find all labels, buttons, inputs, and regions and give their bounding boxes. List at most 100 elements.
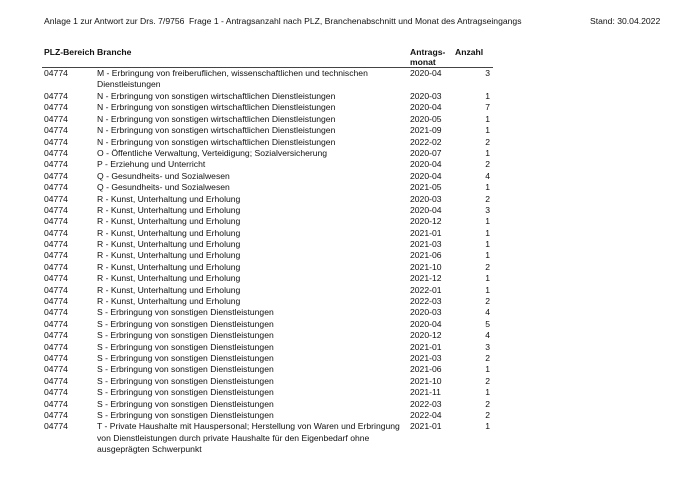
table-row: 04774 R - Kunst, Unterhaltung und Erholun…: [0, 285, 700, 296]
anzahl-cell: 1: [485, 182, 490, 193]
monat-cell: 2021-01: [410, 227, 442, 238]
plz-cell: 04774: [44, 159, 68, 170]
anzahl-cell: 1: [485, 125, 490, 136]
stand-date: Stand: 30.04.2022: [590, 16, 661, 26]
monat-cell: 2022-03: [410, 398, 442, 409]
plz-cell: 04774: [44, 170, 68, 181]
anzahl-cell: 1: [485, 91, 490, 101]
branche-cell: R - Kunst, Unterhaltung und Erholung: [97, 193, 241, 204]
table-row: 04774 S - Erbringung von sonstigen Dienst…: [0, 387, 700, 398]
branche-cell: R - Kunst, Unterhaltung und Erholung: [97, 239, 241, 250]
table-row: 04774 S - Erbringung von sonstigen Dienst…: [0, 342, 700, 353]
branche-cell: S - Erbringung von sonstigen Dienstleist…: [97, 341, 274, 352]
column-header-anzahl: Anzahl: [455, 47, 484, 57]
branche-cell: M - Erbringung von freiberuflichen, wiss…: [97, 68, 368, 90]
anzahl-cell: 2: [485, 398, 490, 409]
plz-cell: 04774: [44, 284, 68, 295]
plz-cell: 04774: [44, 227, 68, 238]
branche-cell: N - Erbringung von sonstigen wirtschaftl…: [97, 136, 336, 147]
column-header-branche: Branche: [97, 47, 132, 57]
column-header-antragsmonat-2: monat: [410, 57, 436, 67]
branche-cell: R - Kunst, Unterhaltung und Erholung: [97, 284, 241, 295]
monat-cell: 2020-03: [410, 91, 442, 101]
anzahl-cell: 1: [485, 273, 490, 284]
branche-cell: Q - Gesundheits- und Sozialwesen: [97, 182, 230, 193]
plz-cell: 04774: [44, 387, 68, 398]
monat-cell: 2021-06: [410, 250, 442, 261]
monat-cell: 2021-06: [410, 364, 442, 375]
monat-cell: 2020-03: [410, 193, 442, 204]
plz-cell: 04774: [44, 307, 68, 318]
anzahl-cell: 1: [485, 216, 490, 227]
table-row: 04774 Q - Gesundheits- und Sozialwesen 202…: [0, 182, 700, 193]
monat-cell: 2020-07: [410, 147, 442, 158]
header-divider: [42, 67, 493, 68]
anzahl-cell: 2: [485, 352, 490, 363]
branche-cell: R - Kunst, Unterhaltung und Erholung: [97, 273, 241, 284]
plz-cell: 04774: [44, 68, 68, 78]
branche-cell: R - Kunst, Unterhaltung und Erholung: [97, 216, 241, 227]
branche-cell: Q - Gesundheits- und Sozialwesen: [97, 170, 230, 181]
plz-cell: 04774: [44, 204, 68, 215]
anzahl-cell: 1: [485, 421, 490, 432]
table-row: 04774 S - Erbringung von sonstigen Dienst…: [0, 399, 700, 410]
anzahl-cell: 2: [485, 375, 490, 386]
plz-cell: 04774: [44, 398, 68, 409]
monat-cell: 2021-03: [410, 352, 442, 363]
branche-cell: S - Erbringung von sonstigen Dienstleist…: [97, 375, 274, 386]
anzahl-cell: 2: [485, 193, 490, 204]
table-row: 04774 S - Erbringung von sonstigen Dienst…: [0, 319, 700, 330]
branche-cell: P - Erziehung und Unterricht: [97, 159, 206, 170]
plz-cell: 04774: [44, 421, 68, 432]
branche-cell: R - Kunst, Unterhaltung und Erholung: [97, 204, 241, 215]
monat-cell: 2022-03: [410, 296, 442, 307]
branche-cell: N - Erbringung von sonstigen wirtschaftl…: [97, 102, 336, 113]
document-reference: Anlage 1 zur Antwort zur Drs. 7/9756: [44, 16, 185, 26]
branche-cell: T - Private Haushalte mit Hauspersonal; …: [97, 421, 400, 455]
monat-cell: 2021-11: [410, 387, 441, 398]
monat-cell: 2021-05: [410, 182, 442, 193]
table-row: 04774 N - Erbringung von sonstigen wirtsc…: [0, 114, 700, 125]
monat-cell: 2021-09: [410, 125, 442, 136]
anzahl-cell: 2: [485, 409, 490, 420]
anzahl-cell: 2: [485, 261, 490, 272]
table-row: 04774 N - Erbringung von sonstigen wirtsc…: [0, 102, 700, 113]
branche-cell: R - Kunst, Unterhaltung und Erholung: [97, 296, 241, 307]
table-row: 04774 T - Private Haushalte mit Hausperso…: [0, 421, 700, 455]
anzahl-cell: 3: [485, 68, 490, 78]
monat-cell: 2020-04: [410, 170, 442, 181]
anzahl-cell: 3: [485, 341, 490, 352]
plz-cell: 04774: [44, 352, 68, 363]
anzahl-cell: 2: [485, 296, 490, 307]
table-row: 04774 N - Erbringung von sonstigen wirtsc…: [0, 137, 700, 148]
plz-cell: 04774: [44, 182, 68, 193]
branche-cell: S - Erbringung von sonstigen Dienstleist…: [97, 330, 274, 341]
monat-cell: 2020-04: [410, 204, 442, 215]
anzahl-cell: 1: [485, 364, 490, 375]
column-header-plz: PLZ-Bereich: [44, 47, 95, 57]
monat-cell: 2022-02: [410, 136, 442, 147]
plz-cell: 04774: [44, 330, 68, 341]
plz-cell: 04774: [44, 273, 68, 284]
branche-cell: S - Erbringung von sonstigen Dienstleist…: [97, 387, 274, 398]
monat-cell: 2021-10: [410, 261, 442, 272]
table-row: 04774 O - Öffentliche Verwaltung, Verteid…: [0, 148, 700, 159]
anzahl-cell: 2: [485, 136, 490, 147]
plz-cell: 04774: [44, 147, 68, 158]
anzahl-cell: 1: [485, 227, 490, 238]
table-row: 04774 S - Erbringung von sonstigen Dienst…: [0, 353, 700, 364]
plz-cell: 04774: [44, 216, 68, 227]
monat-cell: 2021-12: [410, 273, 442, 284]
plz-cell: 04774: [44, 250, 68, 261]
monat-cell: 2022-04: [410, 409, 442, 420]
table-row: 04774 R - Kunst, Unterhaltung und Erholun…: [0, 296, 700, 307]
table-row: 04774 N - Erbringung von sonstigen wirtsc…: [0, 125, 700, 136]
table-row: 04774 R - Kunst, Unterhaltung und Erholun…: [0, 228, 700, 239]
anzahl-cell: 4: [485, 330, 490, 341]
anzahl-cell: 4: [485, 170, 490, 181]
monat-cell: 2020-12: [410, 216, 442, 227]
monat-cell: 2020-04: [410, 159, 442, 170]
table-body: 04774 M - Erbringung von freiberuflichen,…: [0, 68, 700, 455]
branche-cell: S - Erbringung von sonstigen Dienstleist…: [97, 352, 274, 363]
table-row: 04774 R - Kunst, Unterhaltung und Erholun…: [0, 216, 700, 227]
